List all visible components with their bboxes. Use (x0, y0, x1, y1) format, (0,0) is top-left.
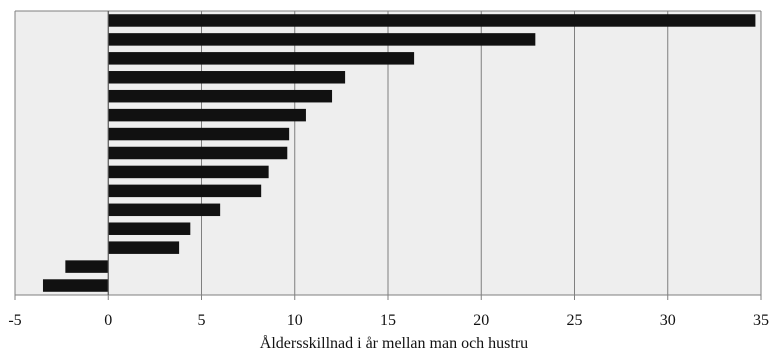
bar (108, 184, 262, 198)
bar (108, 241, 180, 254)
bar (108, 14, 756, 27)
x-tick-label: 25 (567, 312, 583, 329)
x-tick-label: 0 (104, 312, 112, 329)
x-tick-label: 20 (473, 312, 489, 329)
bar (108, 222, 191, 235)
x-tick-label: 35 (753, 312, 769, 329)
bar (108, 127, 290, 141)
x-tick-label: 30 (660, 312, 676, 329)
bar (42, 279, 109, 292)
bar (108, 146, 288, 160)
bar (108, 203, 221, 217)
bar (108, 71, 346, 84)
x-axis-title: Åldersskillnad i år mellan man och hustr… (260, 334, 528, 352)
bar (108, 52, 415, 65)
x-tick-label: 10 (287, 312, 303, 329)
bar (108, 89, 333, 103)
bar (108, 108, 306, 122)
x-tick-label: 15 (380, 312, 396, 329)
x-tick-label: -5 (8, 312, 21, 329)
bar (108, 33, 536, 46)
bar (108, 165, 269, 179)
x-axis-ticks: -5 0 5 10 15 20 25 30 35 (8, 295, 769, 329)
bars (42, 14, 756, 292)
x-tick-label: 5 (198, 312, 206, 329)
bar (65, 260, 109, 273)
